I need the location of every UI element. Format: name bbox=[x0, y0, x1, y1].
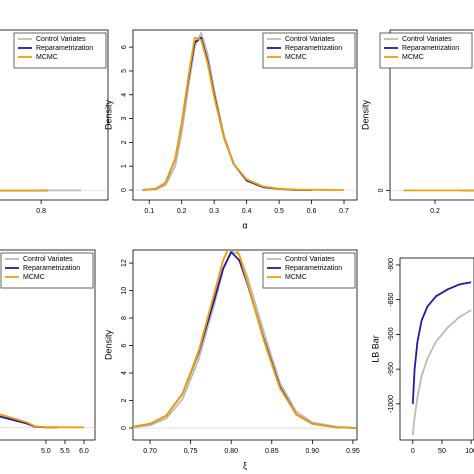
x-tick-label: 0.1 bbox=[144, 208, 154, 215]
plot-frame bbox=[399, 257, 474, 441]
x-tick-label: 0.7 bbox=[339, 208, 349, 215]
x-tick-label: 0.4 bbox=[242, 208, 252, 215]
y-tick-label: 2 bbox=[121, 140, 128, 144]
series-line bbox=[133, 250, 357, 429]
y-tick-label: -1000 bbox=[388, 395, 395, 413]
y-tick-label: -950 bbox=[388, 362, 395, 376]
legend-label: MCMC bbox=[285, 54, 307, 61]
x-tick-label: 6.0 bbox=[79, 448, 89, 455]
y-tick-label: 4 bbox=[121, 93, 128, 97]
y-tick-label: 4 bbox=[121, 371, 128, 375]
y-tick-label: 8 bbox=[121, 316, 128, 320]
y-tick-label: 0 bbox=[121, 188, 128, 192]
series-line bbox=[133, 250, 357, 429]
series-line bbox=[411, 281, 472, 404]
legend-label: Reparametrization bbox=[23, 265, 80, 272]
x-tick-label: 0.8 bbox=[36, 208, 46, 215]
legend-label: Control Variates bbox=[285, 256, 335, 263]
y-tick-label: 0 bbox=[121, 426, 128, 430]
plot-frame bbox=[0, 29, 109, 201]
x-tick-label: 0.3 bbox=[209, 208, 219, 215]
panel: 0 50 100 -800 -850 -900 -950 -1000 LB Bar bbox=[370, 257, 474, 455]
y-tick-label: 3 bbox=[121, 117, 128, 121]
y-axis-label: Density bbox=[103, 329, 113, 360]
x-axis-label: ξ bbox=[243, 460, 247, 470]
legend-label: MCMC bbox=[402, 54, 424, 61]
legend-label: Control Variates bbox=[23, 256, 73, 263]
series-line bbox=[142, 36, 345, 191]
y-tick-label: -800 bbox=[388, 258, 395, 272]
plot-area bbox=[133, 32, 357, 191]
legend-label: Reparametrization bbox=[285, 45, 342, 52]
y-tick-label: 10 bbox=[121, 287, 128, 295]
y-tick-label: 1 bbox=[121, 164, 128, 168]
y-tick-label: 6 bbox=[121, 344, 128, 348]
y-axis-label: Density bbox=[103, 99, 113, 130]
panel: 5.05.56.00Control VariatesReparametrizat… bbox=[0, 249, 96, 455]
legend-label: Control Variates bbox=[285, 36, 335, 43]
y-tick-label: -900 bbox=[388, 327, 395, 341]
y-tick-label: 2 bbox=[121, 398, 128, 402]
y-tick-label: 6 bbox=[121, 45, 128, 49]
x-tick-label: 0.90 bbox=[306, 448, 320, 455]
panel: 0.8 Control Variates Reparametrization MCMC bbox=[0, 29, 109, 215]
panel: 0.1 0.2 0.3 0.4 0.5 0.6 0.7 0 1 2 3 4 5 6 α Density Cont… bbox=[103, 29, 358, 230]
plot-area bbox=[411, 281, 472, 436]
y-tick-label: 5 bbox=[121, 69, 128, 73]
x-tick-label: 0.70 bbox=[143, 448, 157, 455]
plot-area bbox=[133, 250, 357, 429]
x-tick-label: 0.2 bbox=[430, 208, 440, 215]
x-tick-label: 0.5 bbox=[274, 208, 284, 215]
legend-label: Reparametrization bbox=[402, 45, 459, 52]
legend-label: Control Variates bbox=[36, 36, 86, 43]
legend-label: MCMC bbox=[36, 54, 58, 61]
x-tick-label: 0.85 bbox=[265, 448, 279, 455]
y-axis-label: Density bbox=[360, 99, 370, 130]
plot-frame bbox=[389, 29, 474, 201]
x-tick-label: 5.0 bbox=[41, 448, 51, 455]
x-tick-label: 0.2 bbox=[177, 208, 187, 215]
legend-label: Control Variates bbox=[402, 36, 452, 43]
y-tick-label: 0 bbox=[378, 188, 385, 192]
legend-label: MCMC bbox=[285, 274, 307, 281]
legend-label: Reparametrization bbox=[285, 265, 342, 272]
x-tick-label: 0 bbox=[411, 448, 415, 455]
y-axis-label: LB Bar bbox=[370, 335, 380, 363]
x-tick-label: 100 bbox=[465, 448, 474, 455]
x-tick-label: 0.75 bbox=[184, 448, 198, 455]
plot-frame bbox=[132, 249, 358, 441]
series-line bbox=[411, 309, 472, 436]
x-tick-label: 5.5 bbox=[60, 448, 70, 455]
y-tick-label: -850 bbox=[388, 293, 395, 307]
x-tick-label: 0.95 bbox=[346, 448, 360, 455]
x-axis-label: α bbox=[242, 220, 247, 230]
plot-frame bbox=[0, 249, 96, 441]
y-tick-label: 12 bbox=[121, 259, 128, 267]
legend-label: MCMC bbox=[23, 274, 45, 281]
x-tick-label: 0.80 bbox=[224, 448, 238, 455]
legend-label: Reparametrization bbox=[36, 45, 93, 52]
x-tick-label: 50 bbox=[438, 448, 446, 455]
x-tick-label: 0.6 bbox=[307, 208, 317, 215]
series-line bbox=[0, 413, 84, 429]
panel: 0.70 0.75 0.80 0.85 0.90 0.95 0 2 4 6 8 10 12 ξ Densit… bbox=[103, 249, 360, 470]
plot-area bbox=[0, 413, 95, 429]
plot-frame bbox=[132, 29, 358, 201]
panel: 0.2 0 Density Control Variates Reparametriza… bbox=[360, 29, 474, 215]
